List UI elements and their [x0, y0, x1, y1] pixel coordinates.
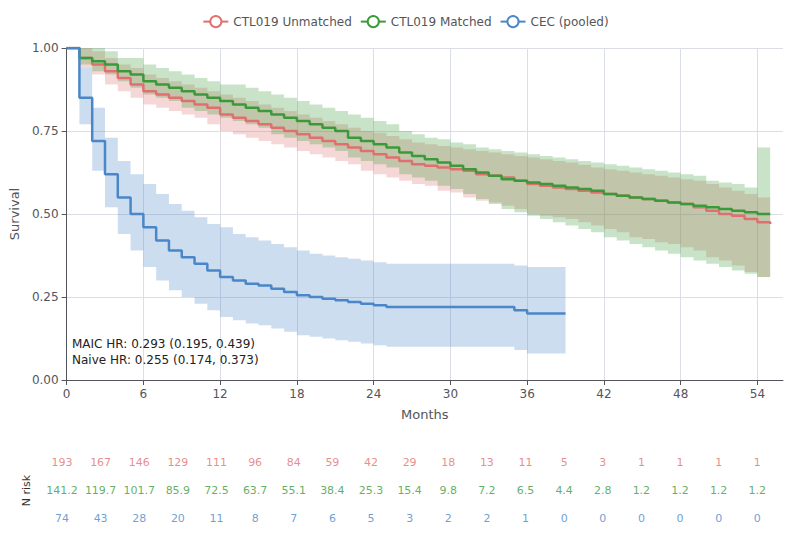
svg-text:18: 18	[289, 387, 304, 401]
svg-text:0: 0	[715, 512, 722, 525]
svg-text:N risk: N risk	[20, 474, 33, 506]
svg-text:59: 59	[325, 456, 339, 469]
svg-text:20: 20	[171, 512, 185, 525]
svg-text:MAIC HR: 0.293 (0.195, 0.439): MAIC HR: 0.293 (0.195, 0.439)	[72, 337, 255, 351]
svg-text:11: 11	[519, 456, 533, 469]
svg-text:4.4: 4.4	[555, 484, 573, 497]
svg-text:96: 96	[248, 456, 262, 469]
svg-text:0: 0	[754, 512, 761, 525]
svg-text:1.2: 1.2	[671, 484, 689, 497]
svg-text:0.25: 0.25	[32, 290, 59, 304]
svg-text:12: 12	[212, 387, 227, 401]
svg-text:3: 3	[406, 512, 413, 525]
svg-text:Months: Months	[401, 407, 449, 422]
svg-text:0: 0	[63, 387, 71, 401]
svg-text:43: 43	[94, 512, 108, 525]
svg-text:0: 0	[561, 512, 568, 525]
svg-text:119.7: 119.7	[85, 484, 117, 497]
svg-text:13: 13	[480, 456, 494, 469]
svg-text:1.00: 1.00	[32, 41, 59, 55]
svg-text:24: 24	[366, 387, 381, 401]
svg-text:85.9: 85.9	[166, 484, 191, 497]
svg-text:6.5: 6.5	[517, 484, 535, 497]
svg-text:42: 42	[364, 456, 378, 469]
svg-text:146: 146	[129, 456, 150, 469]
svg-text:7: 7	[290, 512, 297, 525]
svg-text:11: 11	[210, 512, 224, 525]
svg-text:72.5: 72.5	[204, 484, 229, 497]
svg-text:1.2: 1.2	[749, 484, 767, 497]
svg-text:1.2: 1.2	[710, 484, 728, 497]
svg-text:18: 18	[441, 456, 455, 469]
svg-text:CTL019 Unmatched: CTL019 Unmatched	[233, 15, 351, 29]
svg-text:141.2: 141.2	[46, 484, 78, 497]
svg-text:CTL019 Matched: CTL019 Matched	[391, 15, 492, 29]
svg-text:0.75: 0.75	[32, 124, 59, 138]
svg-text:0.00: 0.00	[32, 373, 59, 387]
svg-text:167: 167	[90, 456, 111, 469]
svg-text:54: 54	[750, 387, 765, 401]
svg-text:6: 6	[329, 512, 336, 525]
svg-text:2: 2	[445, 512, 452, 525]
svg-text:36: 36	[520, 387, 535, 401]
svg-text:6: 6	[140, 387, 148, 401]
svg-text:0: 0	[638, 512, 645, 525]
svg-text:5: 5	[368, 512, 375, 525]
svg-text:1: 1	[522, 512, 529, 525]
svg-text:3: 3	[599, 456, 606, 469]
svg-text:48: 48	[673, 387, 688, 401]
svg-text:193: 193	[52, 456, 73, 469]
svg-text:28: 28	[132, 512, 146, 525]
svg-text:9.8: 9.8	[440, 484, 458, 497]
svg-text:29: 29	[403, 456, 417, 469]
svg-text:0: 0	[677, 512, 684, 525]
svg-text:2: 2	[483, 512, 490, 525]
svg-text:7.2: 7.2	[478, 484, 496, 497]
svg-text:38.4: 38.4	[320, 484, 345, 497]
svg-text:1: 1	[754, 456, 761, 469]
svg-text:74: 74	[55, 512, 69, 525]
svg-text:CEC (pooled): CEC (pooled)	[531, 15, 609, 29]
svg-text:15.4: 15.4	[397, 484, 422, 497]
svg-text:Naive HR: 0.255 (0.174, 0.373): Naive HR: 0.255 (0.174, 0.373)	[72, 353, 259, 367]
svg-text:1.2: 1.2	[633, 484, 651, 497]
svg-text:1: 1	[638, 456, 645, 469]
svg-text:84: 84	[287, 456, 301, 469]
svg-text:8: 8	[252, 512, 259, 525]
svg-text:101.7: 101.7	[124, 484, 156, 497]
svg-text:2.8: 2.8	[594, 484, 612, 497]
svg-text:0.50: 0.50	[32, 207, 59, 221]
svg-text:129: 129	[167, 456, 188, 469]
svg-text:1: 1	[677, 456, 684, 469]
svg-text:42: 42	[596, 387, 611, 401]
svg-text:0: 0	[599, 512, 606, 525]
svg-text:5: 5	[561, 456, 568, 469]
svg-text:30: 30	[443, 387, 458, 401]
svg-text:1: 1	[715, 456, 722, 469]
svg-text:63.7: 63.7	[243, 484, 268, 497]
svg-text:Survival: Survival	[7, 188, 22, 240]
svg-text:55.1: 55.1	[282, 484, 307, 497]
svg-text:111: 111	[206, 456, 227, 469]
svg-text:25.3: 25.3	[359, 484, 384, 497]
